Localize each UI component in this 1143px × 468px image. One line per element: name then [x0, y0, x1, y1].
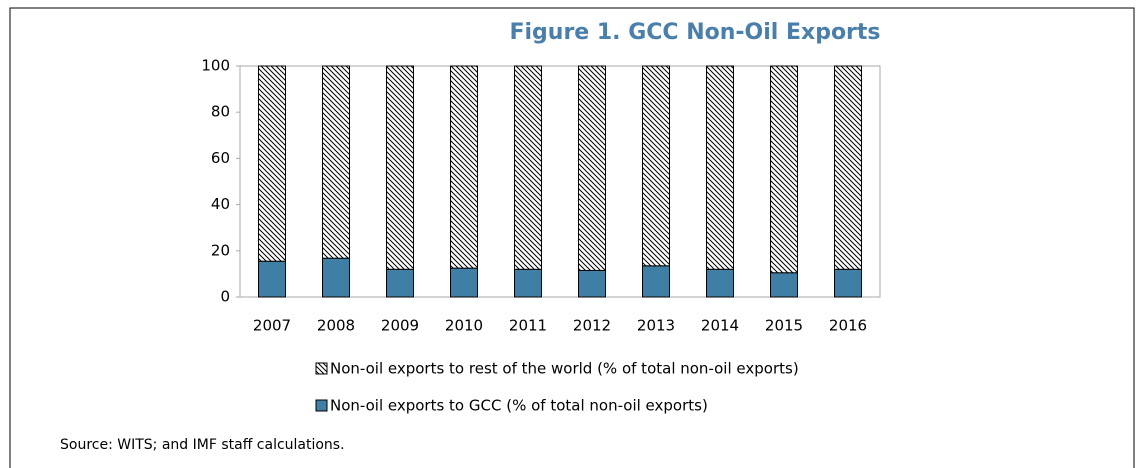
legend-swatch — [315, 362, 328, 375]
bar-segment — [706, 65, 734, 270]
chart-title: Figure 1. GCC Non-Oil Exports — [509, 20, 880, 45]
bar-segment — [322, 65, 350, 259]
bar-segment — [450, 267, 478, 298]
bar-segment — [578, 65, 606, 271]
source: Source: WITS; and IMF staff calculations… — [60, 437, 345, 453]
bar-segment — [770, 65, 798, 274]
bar-segment — [578, 269, 606, 298]
bar-segment — [706, 268, 734, 298]
legend-label: Non-oil exports to rest of the world (% … — [330, 360, 799, 378]
legend-label: Non-oil exports to GCC (% of total non-o… — [330, 397, 708, 415]
x-tick-label: 2015 — [765, 317, 803, 335]
y-tick-label: 0 — [220, 288, 230, 306]
y-tick-label: 60 — [211, 149, 230, 167]
x-tick-label: 2010 — [445, 317, 483, 335]
legend-swatch — [315, 399, 328, 412]
bar-segment — [514, 268, 542, 298]
bar-segment — [834, 268, 862, 298]
x-tick-label: 2011 — [509, 317, 547, 335]
bar-segment — [770, 272, 798, 298]
x-tick-label: 2013 — [637, 317, 675, 335]
x-tick-label: 2009 — [381, 317, 419, 335]
bar-segment — [834, 65, 862, 270]
y-tick-label: 40 — [211, 195, 230, 213]
bar-segment — [322, 257, 350, 298]
bar-segment — [386, 268, 414, 298]
frame — [9, 7, 1135, 468]
bar-segment — [642, 265, 670, 298]
x-tick-label: 2008 — [317, 317, 355, 335]
y-tick-label: 20 — [211, 241, 230, 259]
plot-area — [239, 65, 881, 298]
x-tick-label: 2016 — [829, 317, 867, 335]
bar-segment — [386, 65, 414, 270]
y-tick-label: 80 — [211, 103, 230, 121]
bar-segment — [258, 260, 286, 298]
y-tick-label: 100 — [201, 57, 230, 75]
bar-segment — [258, 65, 286, 262]
bar-segment — [450, 65, 478, 269]
bar-segment — [642, 65, 670, 267]
x-tick-label: 2007 — [253, 317, 291, 335]
bar-segment — [514, 65, 542, 270]
x-tick-label: 2014 — [701, 317, 739, 335]
x-tick-label: 2012 — [573, 317, 611, 335]
